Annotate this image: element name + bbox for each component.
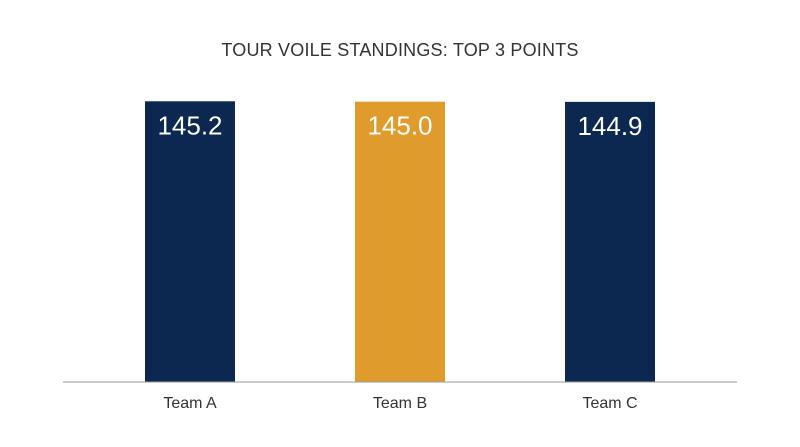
data-label-team-a: 145.2 [157,110,222,140]
x-tick-labels-group: Team A Team B Team C [163,395,637,412]
x-tick-label-team-b: Team B [373,395,427,412]
bar-team-b [355,101,445,383]
x-tick-label-team-a: Team A [163,395,217,412]
data-label-team-b: 145.0 [367,111,432,141]
bar-team-a [145,101,235,382]
data-label-team-c: 144.9 [577,111,642,141]
chart-title: TOUR VOILE STANDINGS: TOP 3 POINTS [221,40,578,60]
x-tick-label-team-c: Team C [582,395,637,412]
bar-team-c [565,101,655,383]
bars-group [145,101,655,383]
data-labels-group: 145.2 145.0 144.9 [157,110,642,141]
